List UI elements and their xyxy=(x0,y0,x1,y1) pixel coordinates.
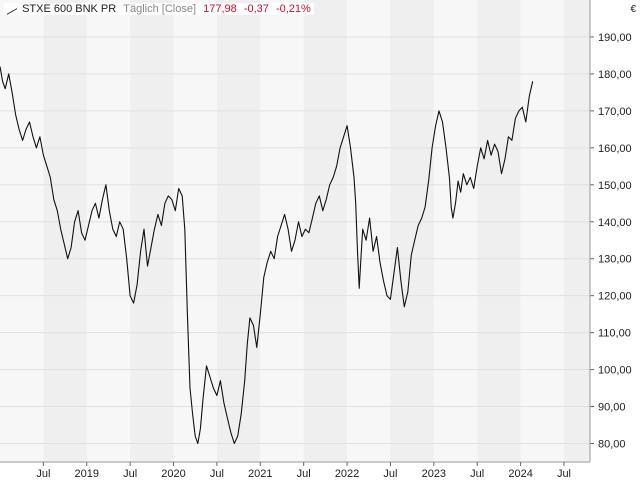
background-band xyxy=(347,0,391,462)
y-tick-label: 80,00 xyxy=(598,439,626,451)
background-band xyxy=(173,0,217,462)
background-band xyxy=(216,0,261,462)
price-change: -0,37 xyxy=(243,3,269,15)
y-tick-label: 190,00 xyxy=(598,32,632,44)
y-tick-label: 140,00 xyxy=(598,217,632,229)
x-tick-label: 2023 xyxy=(422,468,446,480)
x-tick-label: Jul xyxy=(123,468,137,480)
y-tick-label: 170,00 xyxy=(598,106,632,118)
y-tick-label: 180,00 xyxy=(598,69,632,81)
x-tick-label: 2022 xyxy=(335,468,359,480)
x-tick-label: 2019 xyxy=(75,468,99,480)
line-series-icon xyxy=(7,0,17,15)
x-tick-label: Jul xyxy=(557,468,571,480)
y-axis: 80,00 90,00 100,00 110,00 120,00 130,00 140,00… xyxy=(589,0,632,462)
x-tick-label: 2020 xyxy=(161,468,185,480)
x-tick-label: 2021 xyxy=(248,468,272,480)
background-band xyxy=(303,0,348,462)
x-tick-label: Jul xyxy=(383,468,397,480)
interval-label: Täglich [Close] xyxy=(123,3,197,15)
background-band xyxy=(520,0,564,462)
price-change-pct: -0,21% xyxy=(275,3,311,15)
background-band xyxy=(477,0,521,462)
gridlines xyxy=(0,36,590,445)
y-tick-label: 110,00 xyxy=(598,328,631,340)
x-tick-label: Jul xyxy=(470,468,484,480)
y-tick-label: 130,00 xyxy=(598,254,632,266)
y-tick-label: 100,00 xyxy=(598,365,632,377)
x-tick-label: Jul xyxy=(297,468,311,480)
y-tick-label: 150,00 xyxy=(598,180,632,192)
y-tick-label: 90,00 xyxy=(598,402,626,414)
chart-legend: STXE 600 BNK PR Täglich [Close] 177,98 -… xyxy=(4,0,314,15)
price-series-line xyxy=(0,66,534,445)
last-price: 177,98 xyxy=(203,3,237,15)
background-bands xyxy=(0,0,590,462)
y-tick-label: 120,00 xyxy=(598,291,632,303)
x-tick-label: 2024 xyxy=(508,468,532,480)
currency-label: € xyxy=(630,4,636,15)
background-band xyxy=(563,0,590,462)
x-axis: Jul 2019 Jul 2020 Jul 2021 Jul 2022 Jul 2023 Jul 20… xyxy=(0,461,590,480)
background-band xyxy=(433,0,478,462)
x-tick-label: Jul xyxy=(210,468,224,480)
instrument-name: STXE 600 BNK PR xyxy=(22,3,117,15)
background-band xyxy=(0,0,44,462)
x-tick-label: Jul xyxy=(36,468,50,480)
background-band xyxy=(43,0,87,462)
y-tick-label: 160,00 xyxy=(598,143,632,155)
background-band xyxy=(130,0,174,462)
background-band xyxy=(390,0,434,462)
price-line-layer xyxy=(0,66,534,445)
